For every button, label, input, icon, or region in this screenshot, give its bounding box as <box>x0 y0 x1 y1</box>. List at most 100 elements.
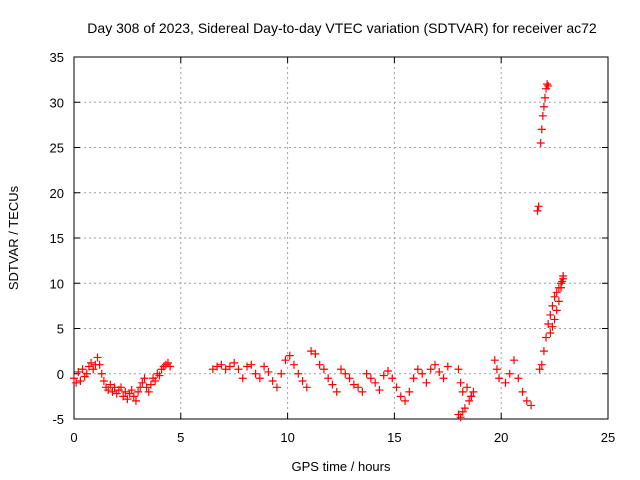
data-point <box>72 378 81 387</box>
y-tick-label: -5 <box>52 412 64 427</box>
data-point <box>290 360 299 369</box>
data-point <box>492 365 501 374</box>
data-point <box>456 378 465 387</box>
data-point <box>559 272 568 281</box>
data-point <box>405 387 414 396</box>
data-point <box>337 365 345 374</box>
y-tick-label: 25 <box>50 141 64 156</box>
data-point <box>554 297 563 306</box>
data-point <box>443 362 452 371</box>
data-point <box>76 376 85 385</box>
x-tick-label: 20 <box>494 430 508 445</box>
data-point <box>319 365 328 374</box>
data-point <box>298 376 307 385</box>
data-point <box>315 360 324 369</box>
grid-lines <box>74 57 608 419</box>
data-point <box>454 365 463 374</box>
data-point <box>439 374 448 383</box>
data-point <box>311 349 320 358</box>
data-point <box>285 351 294 360</box>
data-point <box>537 125 546 134</box>
data-point <box>458 387 467 396</box>
data-point <box>78 365 87 374</box>
data-point <box>151 376 160 385</box>
data-point <box>345 374 354 383</box>
y-tick-label: 20 <box>50 186 64 201</box>
data-point <box>467 392 476 401</box>
x-tick-label: 5 <box>177 430 184 445</box>
data-point <box>469 387 478 396</box>
data-point <box>349 380 358 389</box>
x-tick-label: 0 <box>70 430 77 445</box>
data-point <box>272 383 281 392</box>
data-point <box>536 138 545 147</box>
data-point <box>544 81 553 90</box>
data-point <box>456 413 465 422</box>
x-axis-label: GPS time / hours <box>292 459 391 474</box>
data-point <box>129 392 138 401</box>
data-point <box>155 371 164 380</box>
data-point <box>465 396 474 405</box>
data-point <box>134 387 143 396</box>
data-point <box>163 358 172 367</box>
data-point <box>251 369 260 378</box>
data-point <box>501 378 510 387</box>
data-point <box>371 378 380 387</box>
data-point <box>396 392 405 401</box>
data-point <box>230 358 239 367</box>
data-point <box>550 315 559 324</box>
data-point <box>294 369 303 378</box>
data-point <box>552 288 561 297</box>
data-point <box>548 301 557 310</box>
data-point <box>534 202 543 211</box>
data-point <box>116 383 125 392</box>
data-point <box>225 362 234 371</box>
data-point <box>362 369 371 378</box>
data-point <box>106 380 115 389</box>
data-point <box>543 80 552 89</box>
data-point <box>539 102 548 111</box>
data-point <box>140 374 149 383</box>
data-point <box>535 365 544 374</box>
data-point <box>557 283 566 292</box>
data-point <box>123 395 132 404</box>
data-point <box>422 378 431 387</box>
data-point <box>213 362 222 371</box>
data-point <box>418 369 427 378</box>
data-point <box>104 386 113 395</box>
data-point <box>533 206 542 215</box>
data-point <box>281 356 290 365</box>
data-point <box>366 374 375 383</box>
data-point <box>510 356 519 365</box>
axis-ticks: 0 5 10 15 20 25 -5 0 5 10 15 20 25 30 35 <box>50 50 616 445</box>
data-point <box>332 387 341 396</box>
y-tick-label: 35 <box>50 50 64 65</box>
data-point <box>430 360 439 369</box>
data-point <box>435 367 444 376</box>
data-point <box>522 396 531 405</box>
data-point <box>127 386 136 395</box>
data-point <box>341 369 350 378</box>
data-point <box>255 374 264 383</box>
x-tick-label: 25 <box>601 430 615 445</box>
data-point <box>518 387 527 396</box>
data-point <box>558 277 567 286</box>
data-point <box>142 383 151 392</box>
data-point <box>70 374 78 383</box>
data-point <box>324 374 333 383</box>
data-point <box>495 374 504 383</box>
chart-title: Day 308 of 2023, Sidereal Day-to-day VTE… <box>87 20 597 36</box>
data-point <box>264 367 273 376</box>
y-tick-label: 5 <box>57 322 64 337</box>
y-tick-label: 30 <box>50 95 64 110</box>
data-point <box>108 387 117 396</box>
data-point <box>540 93 549 102</box>
data-point <box>268 376 277 385</box>
data-point <box>234 365 243 374</box>
data-point <box>153 369 162 378</box>
data-point <box>552 306 561 315</box>
data-point <box>544 319 553 328</box>
data-point <box>383 367 392 376</box>
data-point <box>413 365 422 374</box>
